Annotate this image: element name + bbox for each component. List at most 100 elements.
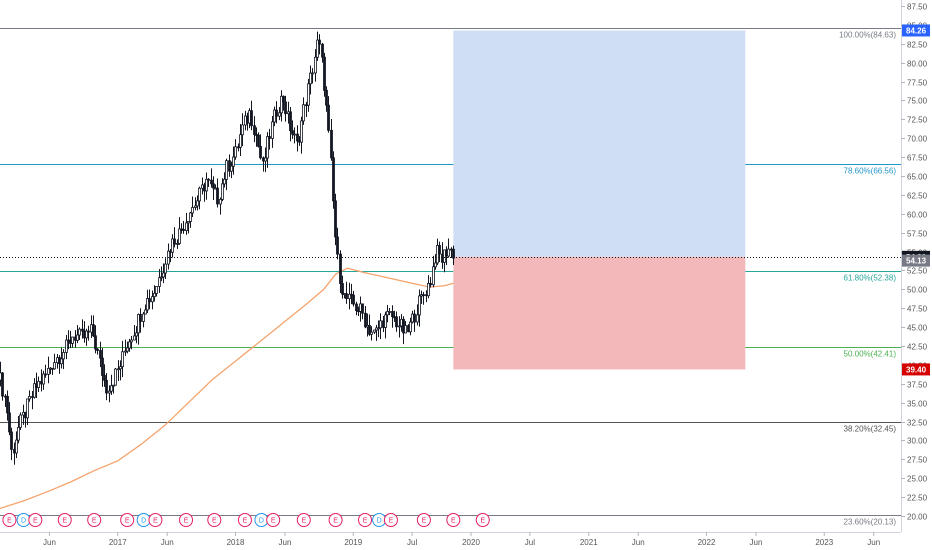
y-tick-label: 30.00 [907, 437, 928, 446]
event-marker-circle[interactable] [266, 513, 281, 527]
x-tick-label: Jun [43, 538, 56, 547]
event-marker-circle[interactable] [475, 513, 490, 527]
candle-body [300, 120, 303, 143]
candlesticks [0, 31, 455, 465]
y-tick-label: 60.00 [907, 211, 928, 220]
candle-body [71, 336, 74, 344]
price-tag-background [902, 254, 930, 267]
candle-body [60, 358, 63, 365]
event-marker-circle[interactable] [446, 513, 461, 527]
candle-body [264, 157, 267, 162]
candle-body [137, 314, 140, 334]
event-marker-label: E [7, 518, 12, 525]
earnings-marker[interactable]: E [383, 513, 398, 527]
dividend-marker[interactable]: D [16, 513, 31, 527]
event-marker-circle[interactable] [416, 513, 431, 527]
earnings-marker[interactable]: E [266, 513, 281, 527]
candle-body [164, 263, 167, 274]
earnings-marker[interactable]: E [296, 513, 311, 527]
event-marker-circle[interactable] [148, 513, 163, 527]
earnings-marker[interactable]: E [28, 513, 43, 527]
earnings-marker[interactable]: E [179, 513, 194, 527]
y-tick-label: 52.50 [907, 267, 928, 276]
candle-body [194, 205, 197, 208]
earnings-marker[interactable]: E [328, 513, 343, 527]
event-marker-circle[interactable] [179, 513, 194, 527]
candle-body [234, 146, 237, 158]
earnings-marker[interactable]: E [416, 513, 431, 527]
earnings-marker[interactable]: E [475, 513, 490, 527]
candle-body [19, 414, 22, 428]
event-marker-circle[interactable] [57, 513, 72, 527]
dividend-marker[interactable]: D [254, 513, 269, 527]
earnings-marker[interactable]: E [446, 513, 461, 527]
x-tick-label: 2023 [815, 538, 833, 547]
event-marker-circle[interactable] [28, 513, 43, 527]
candle-body [47, 368, 50, 375]
candle-body [296, 133, 299, 142]
y-tick-label: 47.50 [907, 305, 928, 314]
candle-body [352, 294, 355, 305]
dividend-marker[interactable]: D [136, 513, 151, 527]
candle-body [6, 396, 9, 414]
y-tick-label: 35.00 [907, 400, 928, 409]
y-tick-label: 70.00 [907, 135, 928, 144]
candle-body [28, 396, 31, 400]
loss-zone[interactable] [453, 256, 746, 370]
earnings-marker[interactable]: E [237, 513, 252, 527]
earnings-marker[interactable]: E [57, 513, 72, 527]
event-marker-circle[interactable] [207, 513, 222, 527]
y-tick-label: 87.50 [907, 3, 928, 12]
candle-body [185, 222, 188, 231]
candle-body [121, 351, 124, 368]
candle-body [219, 199, 222, 205]
long-position-tool[interactable] [453, 30, 746, 370]
candle-body [413, 313, 416, 323]
fib-level-label: 38.20%(32.45) [844, 425, 897, 434]
candle-body [257, 134, 260, 147]
candle-body [291, 130, 294, 135]
candle-body [373, 329, 376, 333]
event-marker-circle[interactable] [358, 513, 373, 527]
earnings-marker[interactable]: E [87, 513, 102, 527]
candle-body [311, 72, 314, 75]
candle-body [198, 187, 201, 202]
candle-body [212, 183, 215, 189]
candle-body [316, 39, 319, 58]
y-tick-label: 80.00 [907, 60, 928, 69]
candle-body [153, 293, 156, 298]
candle-body [148, 298, 151, 303]
event-marker-circle[interactable] [296, 513, 311, 527]
y-tick-label: 37.50 [907, 381, 928, 390]
candle-body [126, 347, 129, 352]
profit-zone[interactable] [453, 30, 746, 257]
earnings-marker[interactable]: E [2, 513, 17, 527]
event-marker-label: E [451, 518, 456, 525]
earnings-marker[interactable]: E [148, 513, 163, 527]
price-tag: 54.13 [902, 254, 930, 267]
candle-body [171, 238, 174, 253]
x-axis[interactable]: Jun 2017 Jun 2018 Jun 2019 Jul 2020 Jul 2021 Jun 20… [43, 532, 880, 547]
candle-body [253, 125, 256, 135]
candle-body [241, 124, 244, 136]
event-marker-circle[interactable] [2, 513, 17, 527]
candle-body [429, 283, 432, 286]
event-marker-circle[interactable] [237, 513, 252, 527]
dividend-marker[interactable]: D [372, 513, 387, 527]
earnings-marker[interactable]: E [120, 513, 135, 527]
candle-body [386, 311, 389, 316]
event-marker-circle[interactable] [87, 513, 102, 527]
earnings-marker[interactable]: E [207, 513, 222, 527]
event-marker-circle[interactable] [120, 513, 135, 527]
candle-body [409, 321, 412, 333]
candle-body [302, 104, 305, 122]
event-marker-circle[interactable] [328, 513, 343, 527]
candle-body [17, 427, 20, 441]
price-tag-background [902, 24, 930, 37]
event-marker-circle[interactable] [383, 513, 398, 527]
earnings-marker[interactable]: E [358, 513, 373, 527]
candle-body [1, 372, 4, 397]
